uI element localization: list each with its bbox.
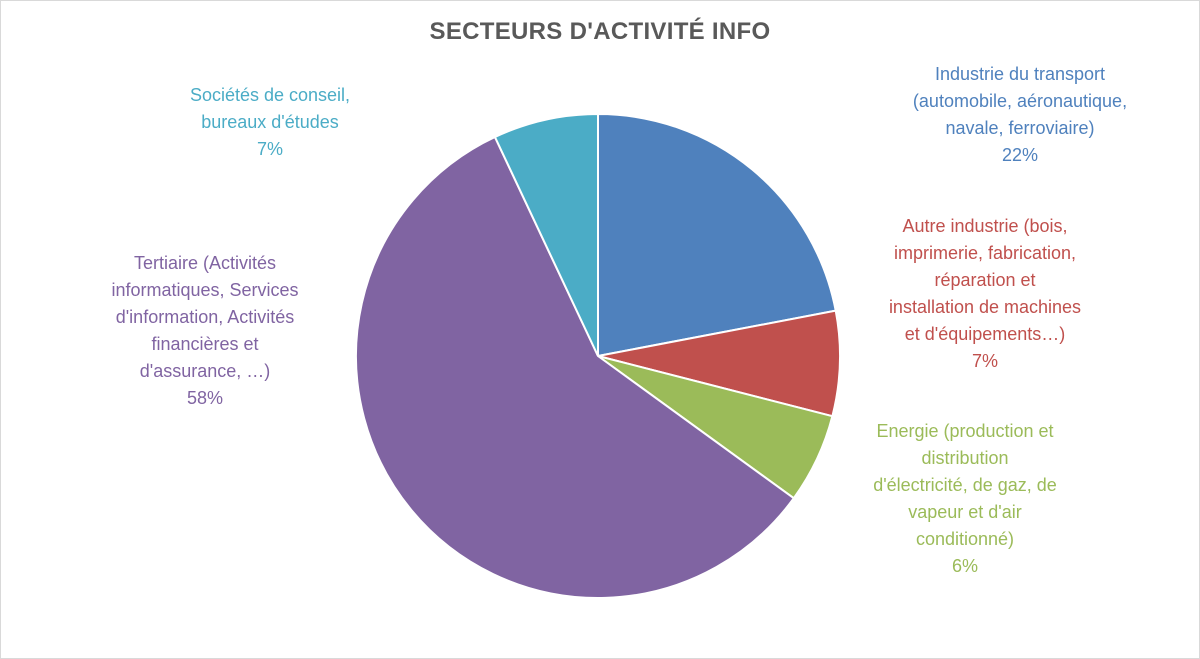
- slice-label-line: Industrie du transport: [934, 64, 1106, 84]
- slice-label-line: informatiques, Services: [111, 280, 299, 300]
- slice-label-line: réparation et: [934, 270, 1036, 290]
- slice-label-tertiaire: Tertiaire (Activités informatiques, Servi…: [70, 250, 340, 412]
- slice-label-line: d'information, Activités: [115, 307, 295, 327]
- slice-label-line: Tertiaire (Activités: [133, 253, 277, 273]
- slice-label-line: distribution: [921, 448, 1009, 468]
- slice-percent-label: 7%: [971, 351, 998, 371]
- slice-label-line: d'assurance, …): [139, 361, 271, 381]
- pie-slice-0: [597, 112, 837, 358]
- slice-label-line: d'électricité, de gaz, de: [873, 475, 1057, 495]
- slice-label-line: Sociétés de conseil,: [189, 85, 351, 105]
- slice-label-line: financières et: [151, 334, 259, 354]
- slice-label-line: installation de machines: [888, 297, 1082, 317]
- slice-label-line: imprimerie, fabrication,: [893, 243, 1077, 263]
- slice-percent-label: 58%: [186, 388, 224, 408]
- slice-label-transport: Industrie du transport (automobile, aéron…: [880, 61, 1160, 169]
- slice-label-line: (automobile, aéronautique,: [912, 91, 1128, 111]
- pie-slice-3: [355, 135, 796, 599]
- slice-label-line: conditionné): [915, 529, 1015, 549]
- slice-label-autre-industrie: Autre industrie (bois, imprimerie, fabric…: [850, 213, 1120, 375]
- pie-slice-1: [597, 309, 841, 418]
- slice-label-line: et d'équipements…): [904, 324, 1066, 344]
- slice-percent-label: 7%: [256, 139, 283, 159]
- slice-label-line: navale, ferroviaire): [945, 118, 1095, 138]
- pie-slice-4: [493, 112, 599, 357]
- slice-label-conseil: Sociétés de conseil, bureaux d'études 7%: [160, 82, 380, 163]
- slice-percent-label: 22%: [1001, 145, 1039, 165]
- chart-title: SECTEURS D'ACTIVITÉ INFO: [429, 18, 771, 45]
- slice-label-energie: Energie (production et distribution d'élec…: [840, 418, 1090, 580]
- slice-label-line: Energie (production et: [876, 421, 1054, 441]
- slice-label-line: bureaux d'études: [201, 112, 339, 132]
- slice-percent-label: 6%: [951, 556, 978, 576]
- slice-label-line: vapeur et d'air: [908, 502, 1022, 522]
- slice-label-line: Autre industrie (bois,: [902, 216, 1068, 236]
